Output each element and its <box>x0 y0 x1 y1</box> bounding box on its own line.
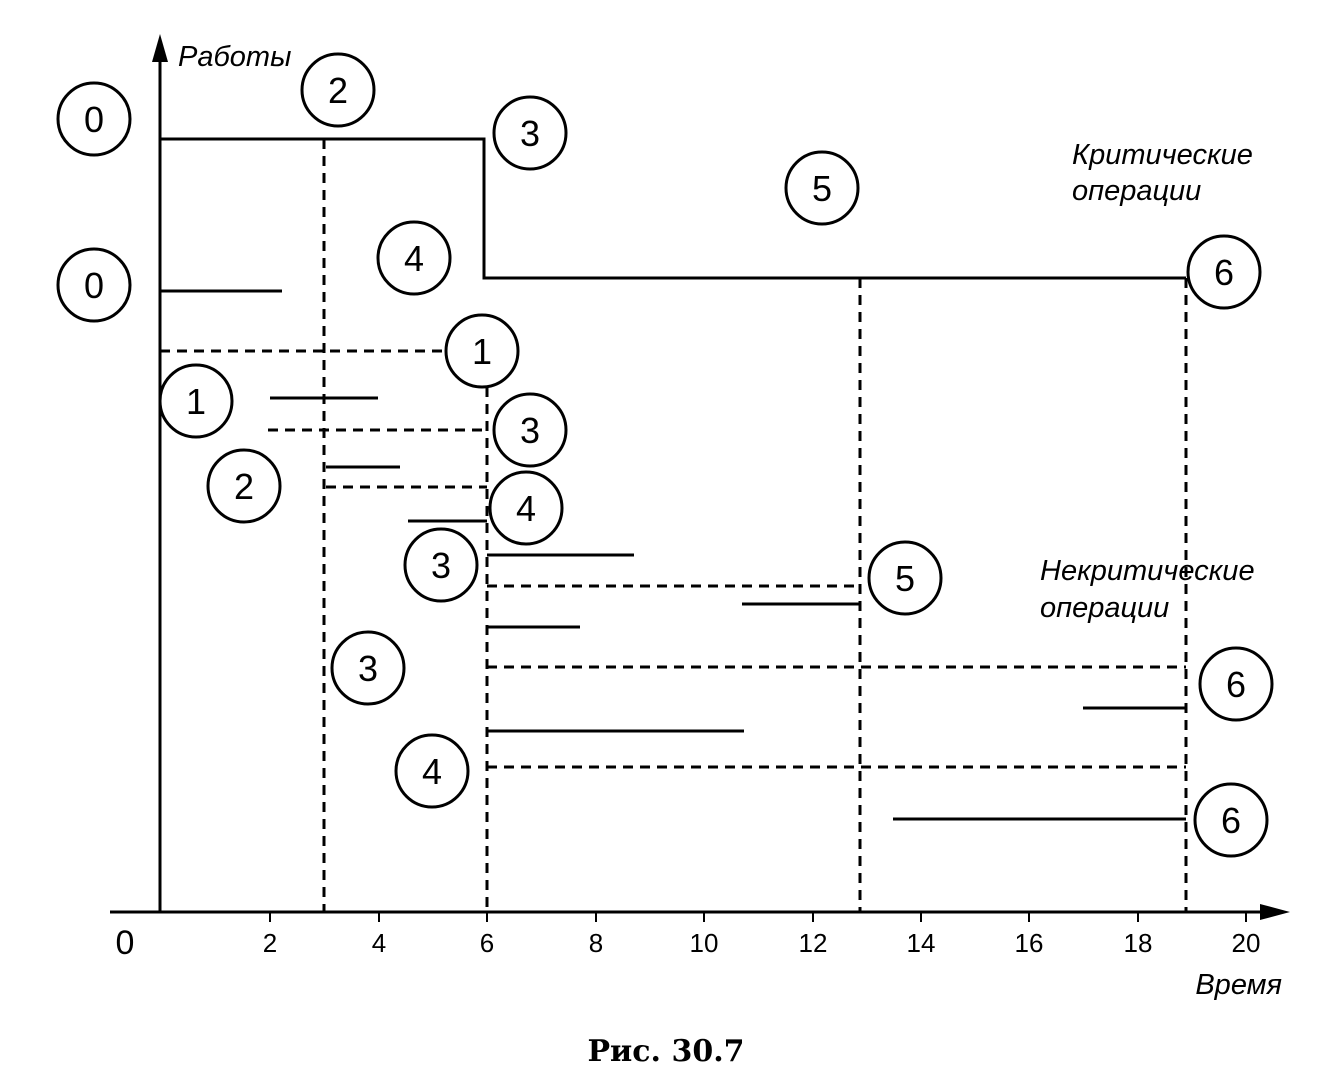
event-node: 0 <box>56 81 132 157</box>
x-tick-label: 2 <box>263 928 277 958</box>
event-nodes: 0 2 3 5 4 0 6 1 1 3 2 4 3 5 3 6 4 6 <box>56 52 1274 858</box>
y-axis-label: Работы <box>178 41 291 73</box>
event-node: 4 <box>394 733 470 809</box>
event-node-number: 4 <box>516 488 536 529</box>
section-labels: Критические операции Некритические опера… <box>1040 139 1255 624</box>
event-node: 3 <box>330 630 406 706</box>
event-node-number: 3 <box>520 113 540 154</box>
event-node-number: 5 <box>812 168 832 209</box>
event-node: 0 <box>56 247 132 323</box>
event-node: 2 <box>300 52 376 128</box>
event-node: 6 <box>1186 234 1262 310</box>
x-tick-label: 10 <box>690 928 719 958</box>
activity-bars <box>160 289 1186 821</box>
event-node-number: 3 <box>358 648 378 689</box>
x-tick-label: 14 <box>907 928 936 958</box>
critical-path-line <box>160 137 1186 280</box>
event-node: 3 <box>403 527 479 603</box>
noncritical-label-line2: операции <box>1040 592 1169 624</box>
noncritical-label-line1: Некритические <box>1040 555 1255 587</box>
x-tick-label: 20 <box>1232 928 1261 958</box>
x-tick-label: 12 <box>799 928 828 958</box>
event-node-number: 3 <box>520 410 540 451</box>
event-node: 3 <box>492 95 568 171</box>
x-tick-label: 18 <box>1124 928 1153 958</box>
critical-path <box>160 137 1186 280</box>
event-node-number: 5 <box>895 558 915 599</box>
x-tick-label: 8 <box>589 928 603 958</box>
event-node-number: 4 <box>422 751 442 792</box>
event-node-number: 2 <box>328 70 348 111</box>
x-tick-label: 6 <box>480 928 494 958</box>
event-node-number: 0 <box>84 99 104 140</box>
origin-label: 0 <box>116 924 135 962</box>
axes: 0 2 4 6 8 10 12 14 16 18 20 Работы Время <box>110 34 1290 1001</box>
event-node-number: 6 <box>1226 664 1246 705</box>
event-node: 1 <box>444 313 520 389</box>
event-node-number: 2 <box>234 466 254 507</box>
event-node: 3 <box>492 392 568 468</box>
event-node-number: 4 <box>404 238 424 279</box>
x-tick-label: 4 <box>372 928 386 958</box>
event-node: 4 <box>488 470 564 546</box>
event-node: 1 <box>158 363 234 439</box>
event-node-number: 0 <box>84 265 104 306</box>
event-node: 5 <box>784 150 860 226</box>
event-node: 6 <box>1193 782 1269 858</box>
event-node-number: 6 <box>1221 800 1241 841</box>
event-node: 6 <box>1198 646 1274 722</box>
y-axis-arrowhead <box>152 34 168 62</box>
x-tick-label: 16 <box>1015 928 1044 958</box>
event-node: 5 <box>867 540 943 616</box>
event-node-number: 6 <box>1214 252 1234 293</box>
event-node-number: 1 <box>472 331 492 372</box>
event-node: 4 <box>376 220 452 296</box>
x-axis-tick-marks <box>269 912 1247 922</box>
x-axis-arrowhead <box>1260 904 1290 920</box>
event-node-number: 3 <box>431 545 451 586</box>
x-axis-label: Время <box>1195 969 1282 1001</box>
dashed-lines <box>160 139 1188 912</box>
critical-label-line1: Критические <box>1072 139 1253 171</box>
event-node-number: 1 <box>186 381 206 422</box>
figure-caption: Рис. 30.7 <box>587 1034 744 1069</box>
critical-label-line2: операции <box>1072 175 1201 207</box>
event-node: 2 <box>206 448 282 524</box>
